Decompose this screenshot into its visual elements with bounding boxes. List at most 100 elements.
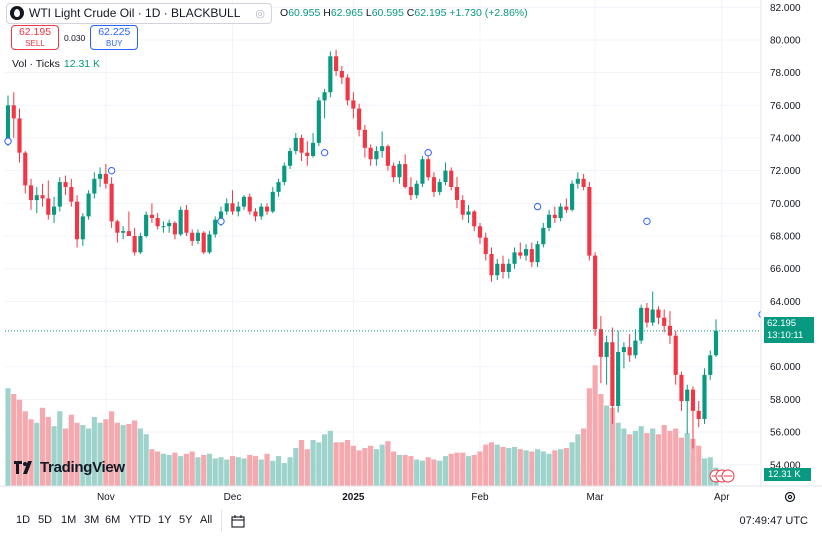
candle-body — [558, 206, 563, 219]
volume-bar — [103, 419, 109, 486]
event-marker — [533, 202, 542, 211]
buy-label: BUY — [106, 38, 123, 48]
volume-bars — [5, 365, 719, 486]
volume-bar — [632, 430, 639, 486]
volume-bar — [627, 434, 633, 486]
range-5d-button[interactable]: 5D — [38, 514, 53, 526]
volume-bar — [506, 448, 512, 486]
volume-bar — [488, 442, 495, 486]
volume-bar — [241, 458, 247, 486]
volume-bar — [460, 452, 466, 486]
candle-body — [610, 342, 615, 406]
candle-body — [345, 77, 350, 101]
range-1y-button[interactable]: 1Y — [158, 514, 172, 526]
candle-body — [46, 198, 51, 215]
range-1m-button[interactable]: 1M — [61, 514, 77, 526]
volume-bar — [172, 452, 178, 486]
sell-button[interactable]: 62.195 SELL — [11, 25, 59, 50]
candle-body — [391, 165, 396, 178]
volume-bar — [575, 434, 581, 486]
volume-bar — [569, 442, 575, 486]
candle-body — [547, 214, 552, 228]
volume-bar — [650, 428, 656, 486]
candle-body — [218, 211, 224, 220]
candle-body — [259, 206, 264, 217]
candle-body — [708, 355, 713, 375]
volume-bar — [678, 437, 685, 486]
open-label: O — [280, 7, 289, 19]
range-ytd-button[interactable]: YTD — [129, 514, 151, 526]
volume-bar — [316, 442, 322, 486]
candle-body — [241, 196, 247, 207]
sell-label: SELL — [25, 38, 45, 48]
candle-body — [593, 255, 598, 330]
volume-bar — [160, 453, 167, 486]
eye-off-icon[interactable]: ◎ — [255, 7, 266, 20]
gear-icon[interactable] — [784, 491, 796, 503]
volume-bar — [310, 440, 316, 486]
range-6m-button[interactable]: 6M — [105, 514, 121, 526]
calendar-range-icon[interactable] — [231, 515, 245, 528]
price-tick-label: 66.000 — [770, 264, 801, 275]
price-tick-label: 72.000 — [770, 166, 801, 177]
close-value: 62.195 — [414, 7, 447, 19]
volume-bar — [80, 425, 86, 486]
candle-body — [126, 231, 131, 237]
volume-bar — [252, 456, 259, 486]
volume-bar — [454, 452, 460, 486]
candle-body — [23, 152, 28, 186]
volume-bar — [419, 460, 426, 486]
volume-bar — [97, 422, 103, 486]
candle-body — [247, 196, 252, 212]
volume-bar — [114, 422, 120, 486]
range-3m-button[interactable]: 3M — [84, 514, 100, 526]
volume-bar — [321, 434, 328, 486]
volume-bar — [137, 428, 143, 486]
tradingview-logo[interactable]: TradingView — [14, 459, 125, 476]
symbol-selector[interactable]: WTI Light Crude Oil · 1D · BLACKBULL ◎ — [6, 2, 273, 24]
candle-body — [489, 253, 494, 276]
candle-body — [184, 209, 189, 233]
buy-price: 62.225 — [98, 25, 131, 38]
price-tick-label: 74.000 — [770, 133, 801, 144]
volume-bar — [425, 457, 431, 486]
volume-bar — [523, 450, 529, 486]
candle-body — [713, 330, 719, 356]
volume-legend[interactable]: Vol · Ticks 12.31 K — [12, 58, 100, 70]
volume-bar — [143, 434, 149, 486]
candle-body — [483, 237, 488, 254]
candle-body — [316, 100, 321, 143]
volume-bar — [385, 441, 391, 486]
range-all-button[interactable]: All — [200, 514, 213, 526]
candle-body — [633, 340, 638, 356]
candle-body — [512, 252, 517, 264]
price-tick-label: 54.000 — [770, 460, 801, 471]
time-tick-label: Mar — [587, 492, 605, 503]
volume-bar — [500, 446, 506, 486]
range-1d-button[interactable]: 1D — [16, 514, 31, 526]
candle-body — [103, 173, 108, 184]
candle-body — [109, 183, 114, 222]
volume-bar — [206, 453, 213, 486]
candle-body — [644, 307, 649, 323]
candle-body — [587, 186, 592, 256]
price-axis-background — [761, 0, 822, 486]
candle-body — [380, 146, 385, 152]
volume-legend-label: Vol · Ticks — [12, 58, 60, 70]
candle-body — [322, 92, 327, 101]
price-tick-label: 82.000 — [770, 3, 801, 14]
candle-body — [500, 263, 506, 272]
event-marker — [424, 148, 432, 157]
candle-body — [299, 137, 304, 153]
candle-body — [57, 182, 62, 207]
utc-clock[interactable]: 07:49:47 UTC — [739, 515, 808, 527]
candle-body — [92, 178, 97, 194]
range-5y-button[interactable]: 5Y — [179, 514, 193, 526]
candle-body — [408, 186, 413, 196]
candle-body — [86, 193, 91, 217]
candle-body — [305, 152, 310, 156]
volume-bar — [229, 456, 236, 486]
buy-button[interactable]: 62.225 BUY — [90, 25, 139, 50]
